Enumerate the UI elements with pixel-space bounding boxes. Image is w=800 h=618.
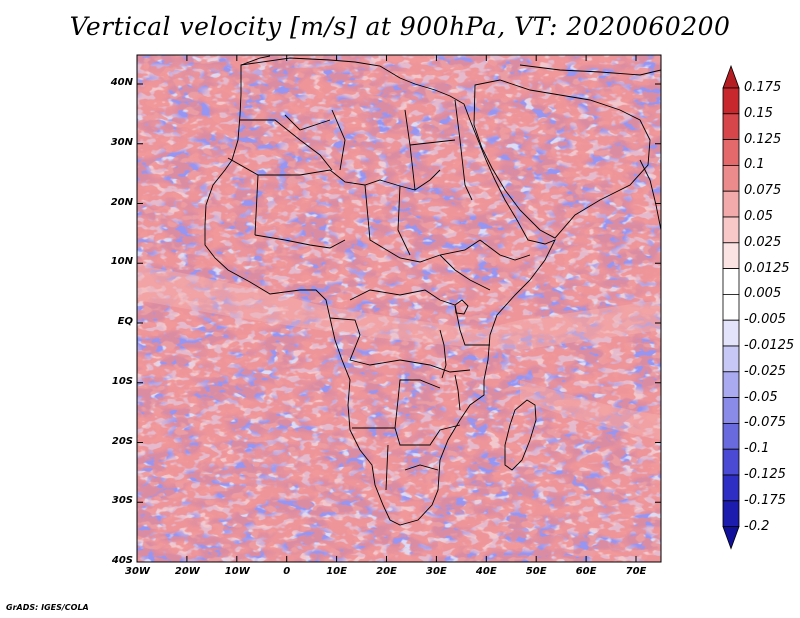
colorbar-tick-label: 0.005	[744, 286, 782, 302]
border	[409, 139, 456, 146]
colorbar-tick-label: 0.025	[744, 234, 782, 250]
colorbar-tick-label: -0.0125	[744, 338, 795, 353]
border	[284, 114, 331, 131]
lon-tick-label: 10W	[224, 566, 250, 577]
lat-tick-label: 40N	[110, 77, 133, 88]
lon-tick-label: 40E	[475, 566, 497, 577]
colorbar-swatch	[722, 293, 740, 321]
colorbar-bottom-arrow	[722, 526, 740, 550]
lat-tick-label: 20S	[111, 435, 133, 447]
india-coastline	[639, 159, 661, 231]
border	[397, 185, 411, 256]
madagascar-coastline	[504, 399, 537, 471]
axis-ticks	[136, 55, 661, 563]
field-shading	[137, 55, 661, 562]
colorbar-swatch	[722, 242, 740, 270]
colorbar-tick-label: 0.0125	[744, 260, 790, 276]
plot-title: Vertical velocity [m/s] at 900hPa, VT: 2…	[69, 12, 731, 41]
arabia-coastline	[473, 79, 651, 239]
lon-tick-label: 0	[283, 566, 291, 577]
border	[329, 317, 401, 366]
colorbar-swatch	[722, 345, 740, 373]
border	[364, 184, 481, 263]
lat-tick-label: 20N	[110, 196, 133, 208]
colorbar-swatch	[722, 397, 740, 424]
colorbar-tick-label: 0.05	[744, 209, 773, 224]
colorbar-swatch	[722, 422, 740, 450]
border	[454, 99, 473, 201]
colorbar-swatch	[722, 190, 740, 218]
lat-tick-label: 40S	[111, 555, 133, 566]
iran-coastline	[519, 64, 661, 76]
colorbar-tick-label: -0.2	[744, 518, 770, 534]
plot-frame	[136, 54, 662, 563]
colorbar-swatch	[722, 474, 740, 502]
lat-tick-label: 10N	[110, 256, 133, 268]
border	[254, 234, 346, 249]
colorbar-tick-label: -0.175	[744, 492, 786, 508]
colorbar-tick-label: -0.005	[744, 312, 786, 328]
colorbar-swatch	[722, 371, 740, 398]
lon-tick-label: 50E	[525, 566, 547, 577]
colorbar-swatch	[722, 113, 740, 141]
lon-tick-label: 70E	[625, 566, 647, 577]
border	[439, 254, 491, 291]
lon-tick-label: 30W	[125, 566, 150, 577]
colorbar-tick-label: -0.05	[744, 389, 778, 405]
border	[404, 464, 439, 471]
colorbar-tick-label: -0.1	[744, 441, 770, 457]
lon-tick-label: 10E	[326, 566, 347, 577]
europe-coastline	[240, 55, 271, 66]
colorbar-top-arrow	[722, 64, 740, 89]
africa-coastline	[204, 57, 556, 526]
colorbar-swatch	[722, 139, 740, 166]
border	[385, 444, 389, 491]
lat-tick-label: 30S	[111, 495, 133, 507]
border	[240, 119, 333, 171]
colorbar-tick-label: -0.125	[744, 467, 786, 482]
border	[454, 304, 490, 346]
colorbar-tick-label: -0.075	[744, 415, 786, 431]
border	[479, 239, 531, 261]
lon-tick-label: 20W	[174, 566, 200, 577]
border	[227, 157, 259, 236]
lake-malawi	[454, 374, 461, 411]
colorbar-tick-label: 0.1	[744, 157, 765, 173]
border	[352, 424, 461, 446]
border	[258, 169, 441, 191]
lat-tick-label: 30N	[110, 136, 133, 148]
lon-tick-label: 20E	[376, 566, 397, 577]
border	[399, 359, 471, 373]
lat-tick-label: EQ	[117, 316, 133, 327]
colorbar-swatch	[722, 87, 740, 115]
lon-tick-label: 30E	[426, 566, 447, 577]
lake-tanganyika	[439, 329, 447, 379]
colorbar-swatch	[722, 319, 740, 347]
lake-victoria	[454, 299, 469, 315]
grads-credit: GrADS: IGES/COLA	[6, 603, 89, 612]
colorbar-tick-label: 0.075	[744, 183, 782, 199]
border	[394, 379, 441, 429]
colorbar	[722, 64, 740, 550]
colorbar-swatch	[722, 164, 740, 192]
colorbar-swatch	[722, 500, 740, 527]
border	[331, 109, 346, 171]
colorbar-tick-label: 0.175	[744, 80, 782, 95]
colorbar-tick-label: -0.025	[744, 363, 786, 379]
coastlines-and-borders	[204, 55, 661, 526]
lat-tick-label: 10S	[111, 375, 133, 387]
colorbar-swatch	[722, 448, 740, 476]
colorbar-tick-label: 0.125	[744, 131, 782, 147]
border	[349, 289, 456, 306]
lon-tick-label: 60E	[575, 566, 597, 577]
colorbar-tick-label: 0.15	[744, 105, 773, 121]
colorbar-swatch	[722, 216, 740, 244]
colorbar-swatch	[722, 268, 740, 295]
